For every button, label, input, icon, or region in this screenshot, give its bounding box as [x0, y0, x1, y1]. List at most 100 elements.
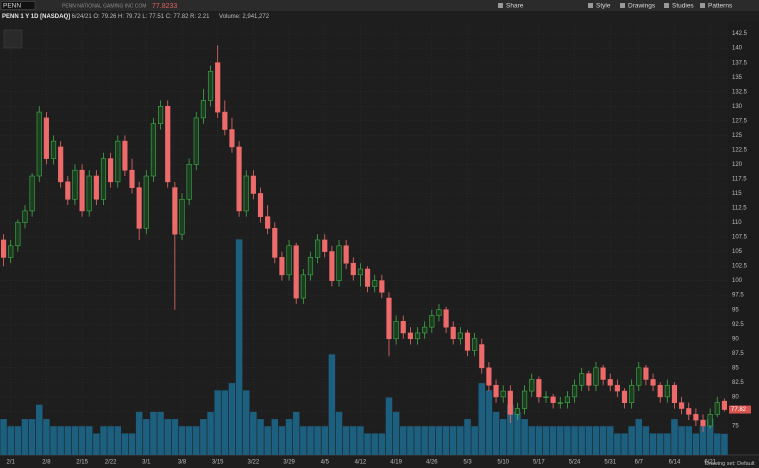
toolbar-icon[interactable]	[664, 3, 669, 8]
toolbar-button[interactable]: Patterns	[708, 3, 733, 10]
drawing-set[interactable]: Drawing set: Default	[705, 461, 755, 467]
volume-bar	[78, 426, 86, 455]
volume-bar	[21, 419, 29, 455]
volume-bar	[164, 419, 171, 455]
candle-body	[50, 140, 57, 159]
volume-bar	[207, 411, 214, 455]
volume-bar	[414, 426, 421, 455]
toolbar-icon[interactable]	[700, 3, 705, 8]
x-tick-label: 6/14	[669, 460, 681, 466]
toolbar-button[interactable]: Style	[596, 3, 611, 10]
volume-bar	[678, 426, 685, 455]
y-tick-label: 107.5	[732, 235, 748, 241]
volume-bar	[385, 397, 393, 455]
x-tick-label: 6/7	[635, 460, 644, 466]
volume-bar	[314, 426, 321, 455]
candle-body	[179, 198, 185, 235]
volume-bar	[292, 411, 300, 455]
volume-bar	[542, 426, 550, 455]
candle-body	[650, 379, 656, 386]
candle-body	[129, 169, 135, 188]
y-tick-label: 90	[732, 336, 739, 342]
volume-bar	[464, 419, 471, 455]
y-tick-label: 92.5	[732, 322, 744, 328]
volume-bar	[635, 419, 643, 455]
volume-bar	[664, 433, 671, 455]
x-tick-label: 5/3	[463, 460, 472, 466]
candle-body	[165, 105, 171, 183]
y-tick-label: 137.5	[732, 60, 748, 66]
y-tick-label: 135	[732, 75, 743, 81]
volume-bar	[478, 383, 486, 455]
y-tick-label: 85	[732, 365, 739, 371]
candle-body	[250, 175, 256, 194]
symbol-box[interactable]	[0, 1, 36, 10]
toolbar-icon[interactable]	[588, 3, 593, 8]
candle-body	[79, 169, 85, 212]
volume-bar	[71, 426, 79, 455]
volume-bar	[28, 419, 36, 455]
y-tick-label: 142.5	[732, 31, 748, 37]
candle-body	[629, 384, 635, 403]
volume-bar	[93, 433, 100, 455]
candle-body	[322, 239, 328, 252]
candle-body	[400, 321, 406, 334]
volume-bar	[157, 411, 164, 455]
volume-bar	[250, 411, 257, 455]
y-tick-label: 115	[732, 191, 742, 197]
toolbar-button[interactable]: Share	[506, 3, 524, 10]
volume-bar	[457, 426, 464, 455]
volume-bar	[235, 239, 243, 455]
y-tick-label: 127.5	[732, 118, 748, 124]
volume-bar	[200, 419, 207, 455]
candle-body	[614, 384, 620, 392]
volume-bar	[364, 433, 371, 455]
candle-body	[657, 384, 663, 398]
volume-bar	[178, 426, 186, 455]
candle-body	[522, 390, 528, 409]
x-tick-label: 3/8	[178, 460, 187, 466]
candle-body	[571, 384, 578, 398]
volume-bar	[435, 426, 443, 455]
volume-bar	[278, 426, 286, 455]
candle-body	[586, 373, 592, 386]
candle-body	[257, 193, 264, 218]
candle-body	[636, 367, 642, 386]
candle-body	[379, 280, 385, 293]
cursor-icon[interactable]	[3, 29, 23, 49]
volume-bar	[628, 426, 635, 455]
study-title: PENN 1 Y 1D [NASDAQ]	[2, 14, 70, 20]
y-tick-label: 80	[732, 394, 739, 400]
x-tick-label: 5/17	[533, 460, 545, 466]
candle-body	[721, 400, 728, 410]
volume-bar	[307, 426, 314, 455]
volume-bar	[257, 419, 264, 455]
toolbar-icon[interactable]	[498, 3, 503, 8]
volume-bar	[328, 354, 336, 455]
toolbar-icon[interactable]	[620, 3, 625, 8]
candle-body	[36, 111, 42, 177]
candle-body	[422, 326, 428, 334]
symbol[interactable]: PENN	[3, 3, 21, 10]
volume-bar	[57, 426, 64, 455]
volume-bar	[499, 419, 507, 455]
volume-bar	[285, 419, 293, 455]
volume-bar	[121, 433, 129, 455]
volume-bar	[528, 426, 535, 455]
last-price-tag	[729, 405, 751, 414]
volume-bar	[0, 419, 7, 455]
volume-bar	[50, 426, 57, 455]
volume-bar	[578, 426, 585, 455]
x-tick-label: 4/12	[355, 460, 367, 466]
volume-bar	[514, 411, 521, 455]
volume-bar	[706, 419, 714, 455]
y-tick-label: 105	[732, 249, 743, 255]
toolbar-button[interactable]: Studies	[672, 3, 694, 10]
toolbar-button[interactable]: Drawings	[628, 3, 656, 10]
volume-bar	[592, 426, 600, 455]
candle-body	[536, 379, 542, 398]
volume-bar	[7, 426, 14, 455]
volume-bar	[399, 426, 407, 455]
price-axis	[728, 22, 759, 455]
volume-bar	[264, 426, 271, 455]
